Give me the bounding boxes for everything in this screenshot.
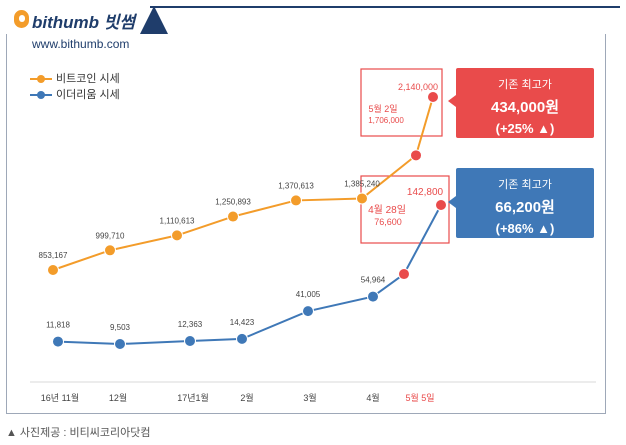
eth-callout-pointer — [448, 196, 456, 208]
btc-data-label: 2,140,000 — [398, 82, 438, 92]
x-tick-label: 17년1월 — [177, 392, 209, 403]
eth-data-label: 12,363 — [178, 320, 203, 329]
eth-data-label: 76,600 — [374, 217, 402, 227]
legend-eth-label: 이더리움 시세 — [56, 89, 120, 101]
btc-highlight-box — [360, 68, 443, 137]
btc-point — [104, 244, 116, 257]
x-tick-label: 5월 5일 — [405, 392, 434, 403]
legend-btc-swatch — [30, 75, 52, 84]
btc-point — [227, 210, 239, 223]
x-tick-label: 4월 — [366, 392, 379, 403]
header-rule — [150, 6, 620, 8]
eth-point — [52, 335, 64, 348]
btc-callout-change: (+25% ▲) — [495, 121, 555, 136]
btc-data-label: 999,710 — [96, 231, 125, 240]
eth-point — [435, 199, 447, 211]
header-corner — [140, 6, 168, 34]
btc-point — [410, 149, 422, 162]
header: bithumb 빗썸 — [0, 0, 626, 34]
brand-url: www.bithumb.com — [32, 37, 130, 51]
x-tick-label: 12월 — [109, 392, 127, 403]
x-tick-label: 3월 — [303, 392, 316, 403]
bithumb-logo-icon — [14, 10, 29, 28]
legend-eth-swatch — [30, 91, 52, 100]
legend-item-btc: 비트코인 시세 — [30, 70, 120, 86]
eth-callout-title: 기존 최고가 — [498, 179, 552, 191]
x-tick-label: 16년 11월 — [41, 392, 79, 403]
btc-point — [171, 229, 183, 242]
eth-line — [57, 204, 442, 346]
eth-point — [114, 338, 126, 350]
footer-marker: ▲ — [6, 427, 17, 439]
eth-point — [236, 332, 248, 345]
eth-data-label: 54,964 — [361, 276, 386, 285]
btc-callout-price: 434,000원 — [490, 99, 560, 116]
btc-point — [356, 192, 368, 205]
btc-callout-title: 기존 최고가 — [498, 79, 552, 91]
btc-data-label: 853,167 — [39, 251, 68, 260]
brand-name: bithumb 빗썸 — [32, 13, 136, 32]
eth-point — [184, 335, 196, 348]
eth-highlight-box — [360, 175, 450, 244]
eth-data-label: 14,423 — [230, 318, 255, 327]
eth-callout-price: 66,200원 — [495, 199, 555, 216]
btc-callout-pointer — [448, 95, 456, 107]
eth-point — [302, 305, 314, 318]
eth-date-label: 4월 28일 — [368, 204, 406, 216]
photo-credit: ▲ 사진제공 : 비티씨코리아닷컴 — [6, 424, 151, 440]
btc-data-label: 1,110,613 — [160, 216, 196, 225]
btc-callout: 기존 최고가 434,000원 (+25% ▲) — [456, 68, 594, 138]
eth-callout-change: (+86% ▲) — [495, 221, 555, 236]
footer-credit-text: 사진제공 : 비티씨코리아닷컴 — [19, 427, 151, 439]
legend-btc-label: 비트코인 시세 — [56, 73, 120, 85]
eth-point — [398, 268, 410, 281]
btc-data-label: 1,370,613 — [278, 181, 314, 190]
btc-point — [290, 194, 302, 207]
btc-line — [52, 96, 434, 271]
eth-data-label: 41,005 — [296, 290, 321, 299]
eth-point — [367, 290, 379, 303]
btc-point — [47, 264, 59, 276]
eth-data-label: 11,818 — [46, 321, 70, 330]
btc-point — [427, 91, 439, 103]
btc-data-label: 1,706,000 — [368, 116, 404, 125]
eth-callout: 기존 최고가 66,200원 (+86% ▲) — [456, 168, 594, 238]
eth-data-label: 142,800 — [407, 187, 444, 198]
btc-data-label: 1,385,240 — [344, 179, 380, 188]
btc-data-label: 1,250,893 — [215, 198, 251, 207]
chart-frame — [6, 34, 606, 414]
btc-date-label: 5월 2일 — [368, 103, 397, 114]
eth-data-label: 9,503 — [110, 323, 131, 332]
x-tick-label: 2월 — [240, 392, 253, 403]
legend-item-eth: 이더리움 시세 — [30, 86, 120, 102]
